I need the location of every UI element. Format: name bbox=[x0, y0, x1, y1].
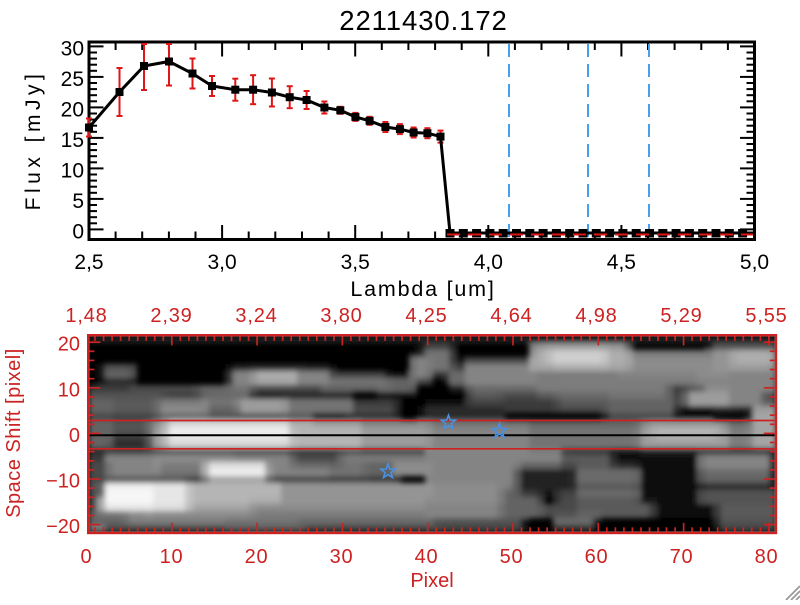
svg-text:3,0: 3,0 bbox=[207, 251, 236, 274]
svg-text:20: 20 bbox=[58, 334, 80, 356]
svg-text:5,0: 5,0 bbox=[740, 251, 769, 274]
svg-text:0: 0 bbox=[69, 425, 80, 447]
svg-text:2,5: 2,5 bbox=[74, 251, 103, 274]
svg-text:80: 80 bbox=[755, 546, 779, 568]
svg-text:5,29: 5,29 bbox=[660, 305, 702, 327]
svg-text:3,5: 3,5 bbox=[341, 251, 370, 274]
svg-text:10: 10 bbox=[58, 379, 80, 401]
svg-text:4,98: 4,98 bbox=[575, 305, 617, 327]
svg-text:20: 20 bbox=[245, 546, 269, 568]
svg-text:60: 60 bbox=[585, 546, 609, 568]
svg-text:Space Shift [pixel]: Space Shift [pixel] bbox=[3, 348, 25, 518]
svg-text:25: 25 bbox=[61, 68, 84, 91]
svg-text:2211430.172: 2211430.172 bbox=[339, 5, 507, 36]
svg-text:−10: −10 bbox=[46, 471, 80, 493]
svg-text:3,80: 3,80 bbox=[320, 305, 362, 327]
svg-text:4,0: 4,0 bbox=[474, 251, 503, 274]
svg-text:5,55: 5,55 bbox=[745, 305, 787, 327]
svg-text:5: 5 bbox=[72, 190, 84, 213]
svg-text:40: 40 bbox=[415, 546, 439, 568]
svg-text:30: 30 bbox=[330, 546, 354, 568]
svg-text:4,25: 4,25 bbox=[405, 305, 447, 327]
svg-text:30: 30 bbox=[61, 37, 84, 60]
svg-text:0: 0 bbox=[72, 220, 84, 243]
svg-text:Flux [mJy]: Flux [mJy] bbox=[22, 70, 45, 211]
svg-text:3,24: 3,24 bbox=[235, 305, 277, 327]
svg-text:70: 70 bbox=[670, 546, 694, 568]
svg-text:10: 10 bbox=[61, 159, 84, 182]
svg-text:15: 15 bbox=[61, 129, 84, 152]
svg-text:Pixel: Pixel bbox=[410, 570, 453, 592]
svg-text:4,5: 4,5 bbox=[607, 251, 636, 274]
svg-text:20: 20 bbox=[61, 98, 84, 121]
svg-text:Lambda [um]: Lambda [um] bbox=[350, 277, 495, 301]
svg-text:10: 10 bbox=[160, 546, 184, 568]
svg-text:2,39: 2,39 bbox=[150, 305, 192, 327]
svg-text:1,48: 1,48 bbox=[65, 305, 107, 327]
svg-text:−20: −20 bbox=[46, 516, 80, 538]
svg-text:0: 0 bbox=[81, 546, 93, 568]
svg-text:4,64: 4,64 bbox=[490, 305, 532, 327]
svg-text:50: 50 bbox=[500, 546, 524, 568]
